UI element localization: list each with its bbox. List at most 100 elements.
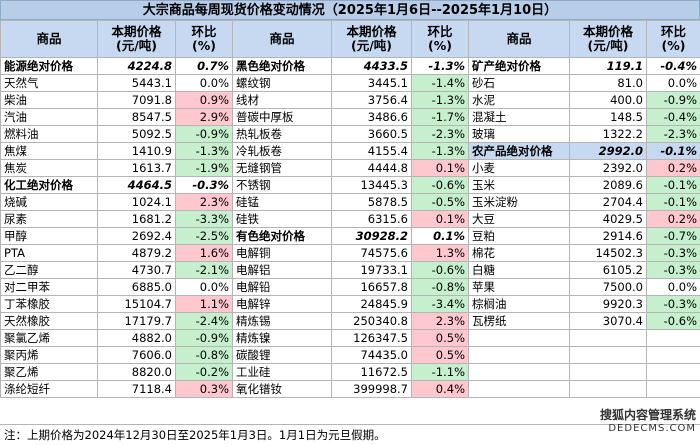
- commodity-name: 水泥: [468, 91, 570, 109]
- commodity-price: 2914.6: [569, 227, 647, 245]
- header-row: 商品 本期价格 (元/吨) 环比 (%) 商品 本期价格 (元/吨) 环比 (%…: [0, 20, 700, 58]
- commodity-name: 化工绝对价格: [0, 176, 98, 194]
- commodity-price: 3070.4: [569, 312, 647, 330]
- commodity-price: 4155.4: [331, 142, 412, 160]
- commodity-change: 0.2%: [646, 159, 700, 177]
- commodity-price: 3445.1: [331, 74, 412, 92]
- commodity-price: 4444.8: [331, 159, 412, 177]
- commodity-change: 0.5%: [411, 329, 469, 347]
- commodity-change: -0.3%: [175, 176, 233, 194]
- commodity-name: 苹果: [468, 278, 570, 296]
- commodity-name: 电解锌: [232, 295, 332, 313]
- watermark: 搜狐内容管理系统 DEDECMS.COM: [600, 409, 696, 435]
- commodity-change: 0.7%: [175, 57, 233, 75]
- commodity-price: 1024.1: [97, 193, 176, 211]
- commodity-price: [569, 363, 647, 381]
- commodity-change: -0.4%: [646, 57, 700, 75]
- commodity-change: -0.3%: [646, 295, 700, 313]
- commodity-change: 2.9%: [175, 108, 233, 126]
- commodity-change: -0.6%: [646, 312, 700, 330]
- commodity-change: -1.9%: [175, 159, 233, 177]
- commodity-price: 2089.6: [569, 176, 647, 194]
- commodity-change: 1.6%: [175, 244, 233, 262]
- commodity-change: 0.0%: [646, 74, 700, 92]
- commodity-name: 小麦: [468, 159, 570, 177]
- commodity-change: -0.7%: [646, 227, 700, 245]
- commodity-price: 74575.6: [331, 244, 412, 262]
- commodity-change: -1.3%: [411, 91, 469, 109]
- table-row: 烧碱 1024.1 2.3% 硅锰 5878.5 -0.5% 玉米淀粉 2704.4 -0.1%: [0, 193, 700, 211]
- table-row: 乙二醇 4730.7 -2.1% 电解铝 19733.1 -0.6% 白糖 6105.2 -0.…: [0, 261, 700, 279]
- commodity-change: -0.1%: [646, 142, 700, 160]
- commodity-price: 11672.5: [331, 363, 412, 381]
- commodity-name: 汽油: [0, 108, 98, 126]
- commodity-name: 聚氯乙烯: [0, 329, 98, 347]
- commodity-change: 2.3%: [175, 193, 233, 211]
- commodity-change: -0.5%: [411, 193, 469, 211]
- table-row: 燃料油 5092.5 -0.9% 热轧板卷 3660.5 -2.3% 玻璃 1322.2 -2.…: [0, 125, 700, 143]
- commodity-change: 1.3%: [411, 244, 469, 262]
- commodity-change: -0.9%: [175, 329, 233, 347]
- commodity-price: 2704.4: [569, 193, 647, 211]
- header-product: 商品: [468, 20, 570, 58]
- commodity-change: 0.2%: [646, 210, 700, 228]
- commodity-name: 农产品绝对价格: [468, 142, 570, 160]
- commodity-name: 柴油: [0, 91, 98, 109]
- commodity-name: 热轧板卷: [232, 125, 332, 143]
- commodity-change: -1.7%: [411, 108, 469, 126]
- commodity-name: 精炼锡: [232, 312, 332, 330]
- price-table: 商品 本期价格 (元/吨) 环比 (%) 商品 本期价格 (元/吨) 环比 (%…: [0, 20, 700, 398]
- commodity-name: 天然橡胶: [0, 312, 98, 330]
- commodity-change: -1.3%: [411, 142, 469, 160]
- commodity-change: -2.5%: [175, 227, 233, 245]
- commodity-change: 0.1%: [411, 159, 469, 177]
- commodity-price: 5092.5: [97, 125, 176, 143]
- commodity-price: 24845.9: [331, 295, 412, 313]
- commodity-change: -2.3%: [646, 125, 700, 143]
- commodity-name: 甲醇: [0, 227, 98, 245]
- commodity-price: 30928.2: [331, 227, 412, 245]
- commodity-change: -3.4%: [411, 295, 469, 313]
- commodity-name: 对二甲苯: [0, 278, 98, 296]
- commodity-price: [569, 380, 647, 398]
- commodity-price: 4464.5: [97, 176, 176, 194]
- commodity-name: 乙二醇: [0, 261, 98, 279]
- commodity-price: 1410.9: [97, 142, 176, 160]
- commodity-price: 1613.7: [97, 159, 176, 177]
- header-product: 商品: [0, 20, 98, 58]
- commodity-name: 聚乙烯: [0, 363, 98, 381]
- commodity-price: 13445.3: [331, 176, 412, 194]
- watermark-line1: 搜狐内容管理系统: [599, 408, 696, 422]
- commodity-price: 6105.2: [569, 261, 647, 279]
- table-row: 汽油 8547.5 2.9% 普碳中厚板 3486.6 -1.7% 混凝土 148.5 -0.4…: [0, 108, 700, 126]
- commodity-price: 17179.7: [97, 312, 176, 330]
- header-change: 环比 (%): [646, 20, 700, 58]
- commodity-name: 焦煤: [0, 142, 98, 160]
- commodity-change: -0.3%: [646, 244, 700, 262]
- commodity-price: 126347.5: [331, 329, 412, 347]
- commodity-price: 2392.0: [569, 159, 647, 177]
- commodity-price: 9920.3: [569, 295, 647, 313]
- commodity-name: 碳酸锂: [232, 346, 332, 364]
- commodity-change: -0.6%: [411, 176, 469, 194]
- commodity-price: 8820.0: [97, 363, 176, 381]
- table-row: 对二甲苯 6885.0 0.0% 电解铅 16657.8 -0.8% 苹果 7500.0 0.0…: [0, 278, 700, 296]
- commodity-price: 3486.6: [331, 108, 412, 126]
- sheet-title: 大宗商品每周现货价格变动情况（2025年1月6日--2025年1月10日）: [0, 0, 700, 20]
- commodity-price: 148.5: [569, 108, 647, 126]
- table-row: 甲醇 2692.4 -2.5% 有色绝对价格 30928.2 0.1% 豆粕 2914.6 -0…: [0, 227, 700, 245]
- commodity-change: -1.3%: [175, 142, 233, 160]
- commodity-price: 400.0: [569, 91, 647, 109]
- commodity-name: 不锈钢: [232, 176, 332, 194]
- commodity-price: 7500.0: [569, 278, 647, 296]
- commodity-name: 硅锰: [232, 193, 332, 211]
- commodity-name: 大豆: [468, 210, 570, 228]
- commodity-name: 电解铜: [232, 244, 332, 262]
- commodity-name: 白糖: [468, 261, 570, 279]
- commodity-name: 混凝土: [468, 108, 570, 126]
- commodity-name: 电解铅: [232, 278, 332, 296]
- commodity-name: [468, 346, 570, 364]
- commodity-name: 瓦楞纸: [468, 312, 570, 330]
- commodity-name: 丁苯橡胶: [0, 295, 98, 313]
- commodity-change: -2.3%: [411, 125, 469, 143]
